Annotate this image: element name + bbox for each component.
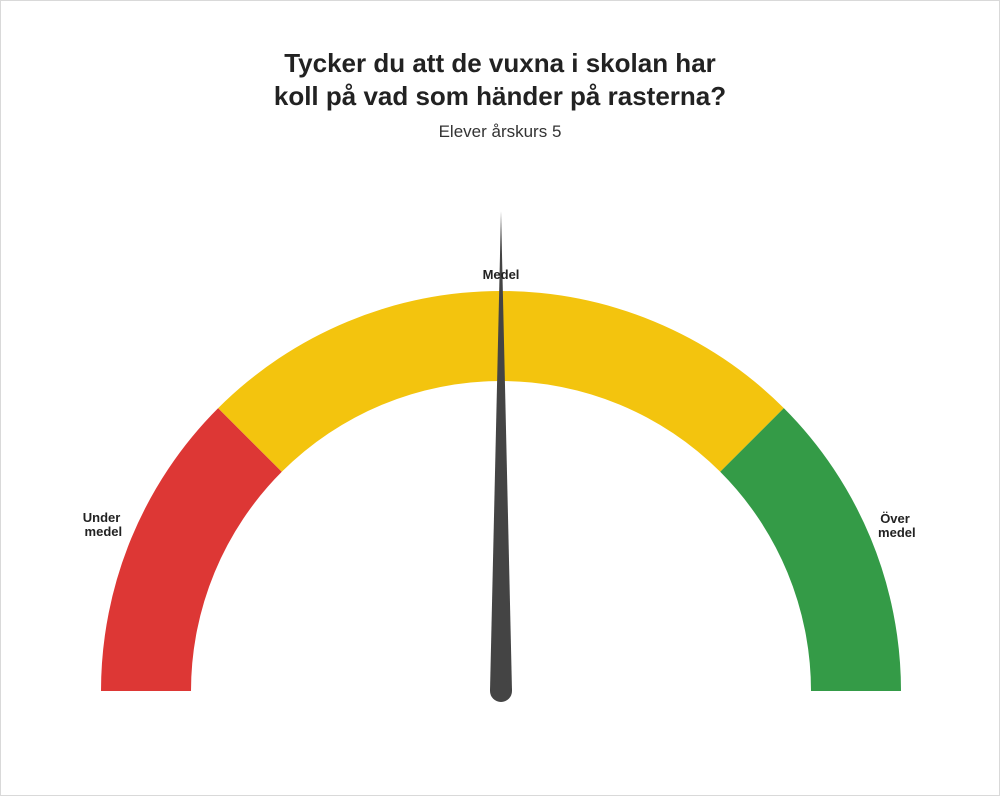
gauge-segment-over-medel bbox=[720, 408, 901, 691]
gauge-label-medel: Medel bbox=[483, 267, 520, 282]
gauge-needle-shape bbox=[490, 211, 512, 691]
gauge-label-over-medel: Över medel bbox=[878, 511, 916, 540]
gauge-needle bbox=[490, 211, 512, 702]
gauge-segment-under-medel bbox=[101, 408, 282, 691]
gauge-label-under-medel: Under medel bbox=[83, 510, 124, 539]
chart-frame: Tycker du att de vuxna i skolan har koll… bbox=[0, 0, 1000, 796]
gauge-chart: Under medel Medel Över medel bbox=[1, 1, 1000, 797]
gauge-needle-hub bbox=[490, 680, 512, 702]
